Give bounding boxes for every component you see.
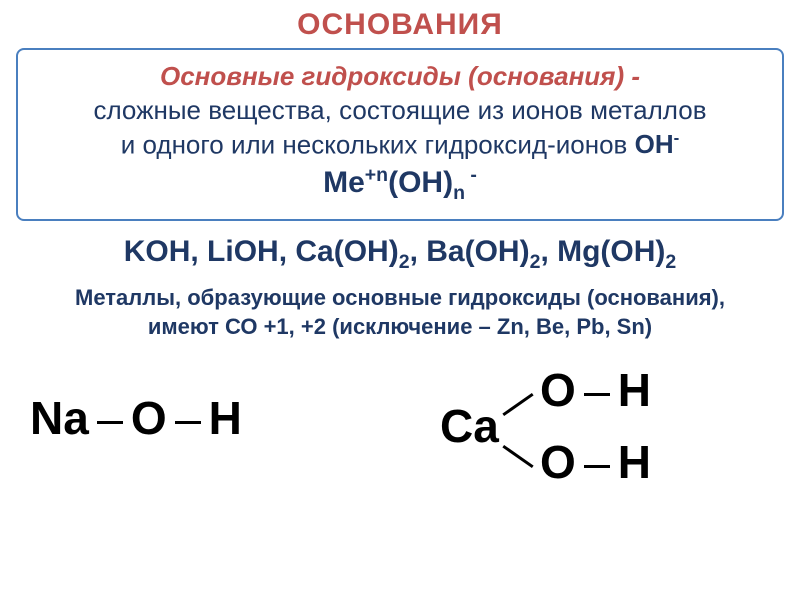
ex-m1: , Ba(OH) [410,235,530,268]
def-ion-sup: - [674,129,680,148]
oh-group-2: O H [540,435,651,489]
def-ion: ОН [635,129,674,159]
formula-sub: n [453,182,465,204]
na-atom: Na [30,391,89,445]
structures: Na O H Ca O H O H [0,351,800,511]
h-atom-2: H [618,363,651,417]
general-formula: Ме+n(ОН)n - [32,164,768,205]
definition-line2: и одного или нескольких гидроксид-ионов … [32,128,768,162]
note-block: Металлы, образующие основные гидроксиды … [0,284,800,341]
definition-box: Основные гидроксиды (основания) - сложны… [16,48,784,221]
definition-heading: Основные гидроксиды (основания) - [32,60,768,94]
ex-s3: 2 [665,251,676,273]
definition-line1: сложные вещества, состоящие из ионов мет… [32,94,768,128]
bond-icon [502,393,533,416]
structure-naoh: Na O H [30,391,242,445]
formula-oh: (ОН) [388,166,453,199]
ex-s2: 2 [530,251,541,273]
h-atom-3: H [618,435,651,489]
o-atom-3: O [540,435,576,489]
bond-icon [584,465,610,468]
formula-sup1: +n [365,164,388,186]
formula-sup2: - [465,164,477,186]
bond-icon [175,421,201,424]
o-atom-2: O [540,363,576,417]
def-line2-prefix: и одного или нескольких гидроксид-ионов [121,129,635,159]
ex-m2: , Mg(OH) [540,235,665,268]
bond-icon [502,445,533,468]
o-atom-1: O [131,391,167,445]
oh-group-1: O H [540,363,651,417]
note-line2: имеют СО +1, +2 (исключение – Zn, Be, Pb… [20,313,780,342]
ca-atom: Ca [440,399,499,453]
h-atom-1: H [209,391,242,445]
formula-me: Ме [323,166,365,199]
ex-t0: KOH, LiOH, Ca(OH) [124,235,399,268]
bond-icon [97,421,123,424]
examples-line: KOH, LiOH, Ca(OH)2, Ba(OH)2, Mg(OH)2 [0,235,800,274]
page-title: ОСНОВАНИЯ [0,8,800,42]
bond-icon [584,393,610,396]
ex-s1: 2 [399,251,410,273]
note-line1: Металлы, образующие основные гидроксиды … [20,284,780,313]
